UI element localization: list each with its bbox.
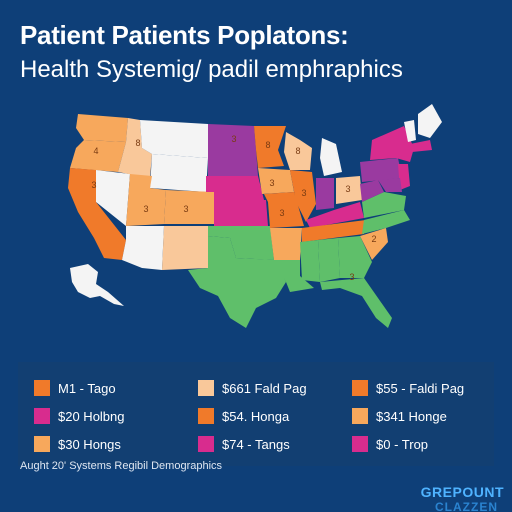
- legend-swatch: [352, 380, 368, 396]
- state-label: 2: [371, 234, 376, 244]
- state-maryland: [378, 178, 402, 192]
- legend-item: $341 Honge: [352, 408, 447, 424]
- brand-logo-subline: CLAZZEN: [435, 500, 498, 512]
- legend-label: $74 - Tangs: [222, 436, 290, 452]
- state-virginia: [362, 192, 406, 218]
- state-montana: [140, 120, 208, 158]
- state-massachusetts: [410, 140, 432, 152]
- page-title: Patient Patients Poplatons:: [20, 20, 349, 50]
- state-label: 4: [93, 146, 98, 156]
- state-nebraska: [206, 176, 264, 200]
- state-new-mexico: [162, 226, 208, 270]
- state-iowa: [258, 168, 294, 194]
- state-alaska: [70, 264, 124, 306]
- legend-swatch: [352, 408, 368, 424]
- source-note: Aught 20' Systems Regibil Demographics: [20, 460, 223, 472]
- state-california: [68, 168, 126, 260]
- state-south-dakota: [208, 150, 258, 176]
- state-oklahoma: [208, 226, 274, 260]
- legend-item: $74 - Tangs: [198, 436, 290, 452]
- state-minnesota: [254, 126, 286, 168]
- state-label: 8: [135, 138, 140, 148]
- state-new-jersey: [398, 164, 410, 190]
- state-florida: [320, 278, 392, 328]
- state-indiana: [316, 178, 334, 210]
- state-missouri: [264, 192, 304, 228]
- state-label: 3: [91, 180, 96, 190]
- legend-swatch: [198, 408, 214, 424]
- legend-label: $20 Holbng: [58, 408, 125, 424]
- legend-label: $54. Honga: [222, 408, 290, 424]
- legend-item: $30 Hongs: [34, 436, 121, 452]
- state-label: 3: [269, 178, 274, 188]
- state-georgia: [338, 236, 372, 278]
- state-illinois: [290, 170, 316, 222]
- state-kentucky: [306, 202, 364, 228]
- state-alabama: [318, 238, 340, 282]
- legend-item: $661 Fald Pag: [198, 380, 307, 396]
- state-label: 3: [345, 184, 350, 194]
- state-vermont: [404, 120, 416, 142]
- legend: M1 - Tago $661 Fald Pag $55 - Faldi Pag …: [18, 362, 494, 466]
- state-arizona: [122, 226, 164, 270]
- state-label: 8: [265, 140, 270, 150]
- state-ohio: [336, 176, 362, 204]
- state-kansas: [214, 200, 268, 226]
- legend-label: $0 - Trop: [376, 436, 429, 452]
- state-tennessee: [302, 220, 366, 242]
- legend-item: $20 Holbng: [34, 408, 125, 424]
- legend-swatch: [34, 380, 50, 396]
- state-texas: [188, 236, 286, 328]
- state-label: 3: [279, 208, 284, 218]
- state-wisconsin: [284, 132, 312, 170]
- state-oregon: [70, 140, 126, 172]
- state-michigan: [320, 138, 342, 176]
- state-idaho: [118, 118, 152, 178]
- state-louisiana: [274, 260, 314, 292]
- state-label: 3: [231, 134, 236, 144]
- state-wyoming: [150, 154, 208, 192]
- state-nevada: [96, 170, 130, 226]
- legend-item: M1 - Tago: [34, 380, 116, 396]
- state-west-virginia: [360, 180, 384, 202]
- state-mississippi: [300, 240, 320, 282]
- state-south-carolina: [360, 228, 388, 260]
- brand-logo: GREPOUNT: [420, 484, 504, 500]
- us-map-svg: 4 3 8 3 3 3 8 3 8 3 3 3 2 3: [68, 104, 442, 328]
- state-label: 8: [295, 146, 300, 156]
- legend-swatch: [34, 436, 50, 452]
- state-colorado: [164, 190, 214, 224]
- state-north-carolina: [362, 210, 410, 234]
- page-subtitle: Health Systemig/ padil emphraphics: [20, 56, 403, 83]
- legend-swatch: [34, 408, 50, 424]
- state-pennsylvania: [360, 158, 402, 182]
- state-label: 3: [183, 204, 188, 214]
- state-label: 3: [349, 272, 354, 282]
- state-new-york: [370, 126, 414, 162]
- state-maine: [418, 104, 442, 138]
- legend-label: M1 - Tago: [58, 380, 116, 396]
- state-arkansas: [270, 228, 302, 260]
- state-label: 3: [301, 188, 306, 198]
- state-north-dakota: [208, 124, 256, 150]
- legend-label: $55 - Faldi Pag: [376, 380, 465, 396]
- state-utah: [126, 174, 166, 226]
- legend-swatch: [198, 380, 214, 396]
- legend-item: $55 - Faldi Pag: [352, 380, 464, 396]
- legend-swatch: [352, 436, 368, 452]
- legend-label: $661 Fald Pag: [222, 380, 307, 396]
- legend-item: $54. Honga: [198, 408, 289, 424]
- legend-label: $30 Hongs: [58, 436, 121, 452]
- state-washington: [76, 114, 128, 142]
- state-label: 3: [143, 204, 148, 214]
- us-map: 4 3 8 3 3 3 8 3 8 3 3 3 2 3: [0, 92, 512, 350]
- legend-swatch: [198, 436, 214, 452]
- legend-label: $341 Honge: [376, 408, 447, 424]
- legend-item: $0 - Trop: [352, 436, 428, 452]
